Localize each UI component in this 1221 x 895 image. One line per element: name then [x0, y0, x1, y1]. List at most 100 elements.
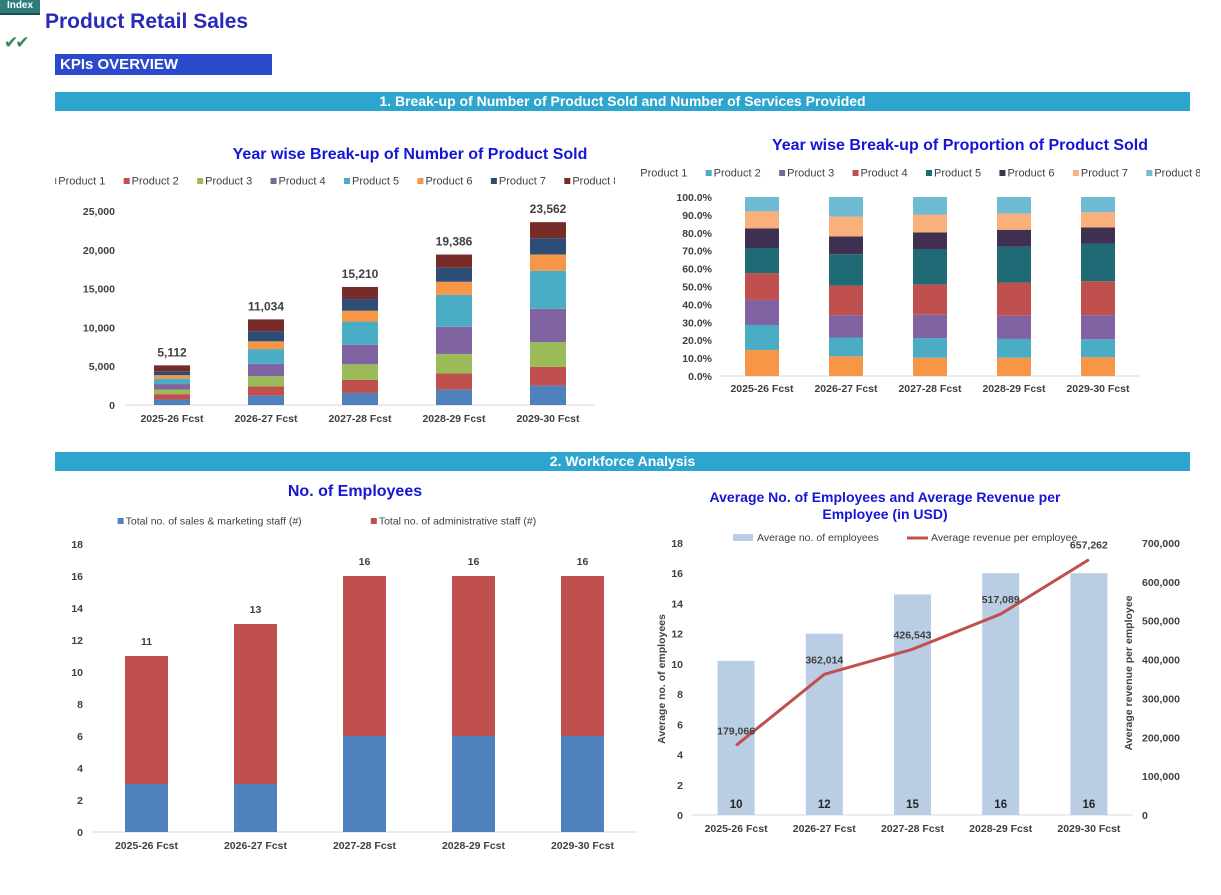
bar-segment	[829, 337, 863, 357]
bar-segment	[829, 315, 863, 338]
bar-segment	[530, 222, 566, 239]
legend-label: Product 6	[1007, 168, 1054, 180]
bar-segment	[154, 394, 190, 400]
bar-segment	[343, 576, 386, 736]
line-value-label: 517,089	[982, 594, 1020, 606]
bar-segment	[997, 282, 1031, 316]
y-tick-label: 20.0%	[682, 335, 712, 347]
bar-segment	[829, 197, 863, 217]
bar-segment	[913, 314, 947, 339]
bar	[1070, 573, 1108, 815]
bar-value-label: 15	[906, 799, 919, 811]
legend-marker	[117, 518, 124, 524]
bar-segment	[1081, 281, 1115, 316]
bar-segment	[125, 656, 168, 784]
bar-segment	[436, 373, 472, 390]
y-tick-label: 6	[677, 719, 683, 731]
y-tick-label: 50.0%	[682, 282, 712, 294]
legend-label: Total no. of administrative staff (#)	[379, 516, 536, 528]
bar-segment	[342, 379, 378, 393]
bar-segment	[436, 294, 472, 327]
y2-tick-label: 700,000	[1142, 538, 1180, 550]
y2-axis-title: Average revenue per employee	[1123, 595, 1135, 750]
bar	[982, 573, 1020, 815]
x-tick-label: 2027-28 Fcst	[333, 840, 397, 852]
bar-segment	[234, 624, 277, 784]
x-tick-label: 2025-26 Fcst	[730, 383, 794, 395]
chart4-title: Average No. of Employees and Average Rev…	[709, 489, 1061, 522]
revenue-line	[735, 558, 1090, 747]
legend-label: Average revenue per employee	[931, 532, 1077, 544]
bar-segment	[342, 344, 378, 365]
line-value-label: 179,066	[717, 725, 755, 737]
bar-segment	[1081, 315, 1115, 340]
bar	[717, 660, 755, 815]
y-tick-label: 20,000	[83, 245, 115, 257]
y-axis-title: Average no. of employees	[656, 614, 668, 744]
bar-segment	[342, 364, 378, 380]
y-tick-label: 10,000	[83, 322, 115, 334]
bar-segment	[997, 357, 1031, 376]
legend-label: Product 6	[425, 176, 472, 188]
index-tab[interactable]: Index	[0, 0, 40, 15]
bar-segment	[530, 254, 566, 271]
bar-segment	[342, 310, 378, 322]
bar-segment	[154, 375, 190, 379]
y-tick-label: 40.0%	[682, 299, 712, 311]
bar-segment	[913, 232, 947, 250]
x-tick-label: 2026-27 Fcst	[814, 383, 878, 395]
bar-segment	[154, 389, 190, 395]
bar-segment	[829, 216, 863, 237]
y2-tick-label: 600,000	[1142, 577, 1180, 589]
total-label: 16	[468, 556, 480, 568]
y-tick-label: 12	[71, 635, 83, 647]
bar-value-label: 16	[994, 799, 1007, 811]
x-tick-label: 2027-28 Fcst	[881, 823, 945, 835]
bar-segment	[436, 267, 472, 282]
line-value-label: 362,014	[805, 654, 843, 666]
y2-tick-label: 100,000	[1142, 771, 1180, 783]
x-tick-label: 2025-26 Fcst	[140, 413, 204, 425]
bar-segment	[436, 254, 472, 268]
bar-segment	[452, 736, 495, 832]
x-tick-label: 2028-29 Fcst	[982, 383, 1046, 395]
bar-segment	[829, 356, 863, 376]
y-tick-label: 16	[671, 568, 683, 580]
bar-segment	[530, 385, 566, 405]
total-label: 11,034	[248, 299, 284, 313]
bar-segment	[561, 576, 604, 736]
bar-segment	[125, 784, 168, 832]
y-tick-label: 80.0%	[682, 228, 712, 240]
y-tick-label: 100.0%	[676, 192, 712, 204]
x-tick-label: 2028-29 Fcst	[442, 840, 506, 852]
bar-segment	[913, 284, 947, 315]
y-tick-label: 18	[671, 538, 683, 550]
bar-segment	[997, 315, 1031, 339]
bar-segment	[913, 197, 947, 215]
bar	[894, 594, 931, 815]
legend-label: Product 4	[861, 168, 908, 180]
legend-label: Product 8	[572, 176, 615, 188]
bar-segment	[745, 228, 779, 249]
chart3-title: No. of Employees	[287, 483, 423, 500]
legend-label: Product 3	[787, 168, 834, 180]
x-tick-label: 2027-28 Fcst	[328, 413, 392, 425]
bar-segment	[436, 353, 472, 374]
legend-marker	[852, 170, 859, 176]
y-tick-label: 5,000	[89, 361, 115, 373]
legend-marker	[417, 178, 424, 184]
y-tick-label: 0	[77, 827, 83, 839]
total-label: 19,386	[436, 235, 473, 249]
y-tick-label: 0	[109, 400, 115, 412]
bar-segment	[154, 378, 190, 385]
legend-marker	[123, 178, 130, 184]
legend-label: Average no. of employees	[757, 532, 879, 544]
bar-segment	[745, 299, 779, 325]
bar-segment	[1081, 357, 1115, 376]
y2-tick-label: 400,000	[1142, 655, 1180, 667]
bar-value-label: 12	[818, 799, 831, 811]
legend-label: Product 1	[58, 176, 105, 188]
bar-segment	[530, 342, 566, 367]
legend-marker	[733, 534, 753, 541]
y-tick-label: 70.0%	[682, 246, 712, 258]
